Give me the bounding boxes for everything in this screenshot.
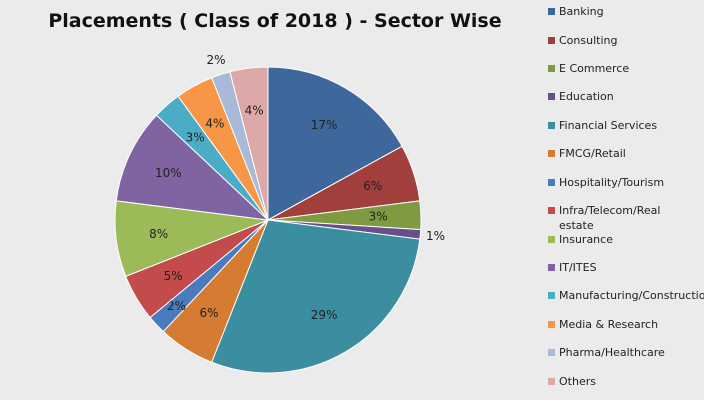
data-label: 8%	[149, 227, 168, 241]
legend-label: Insurance	[559, 233, 613, 246]
legend-swatch	[548, 207, 555, 214]
legend-swatch	[548, 150, 555, 157]
legend-swatch	[548, 236, 555, 243]
pie-slice-banking	[267, 66, 403, 221]
legend-item: Education	[548, 89, 698, 104]
legend-label: Banking	[559, 5, 604, 18]
legend-swatch	[548, 37, 555, 44]
legend-label: Infra/Telecom/Real estate	[559, 204, 661, 232]
legend-item: Consulting	[548, 33, 698, 48]
legend-label: Pharma/Healthcare	[559, 346, 665, 359]
legend-swatch	[548, 264, 555, 271]
legend-item: Manufacturing/Construction	[548, 288, 704, 303]
legend-swatch	[548, 321, 555, 328]
legend-item: Media & Research	[548, 317, 698, 332]
pie-slice-others	[229, 66, 269, 221]
chart-title: Placements ( Class of 2018 ) - Sector Wi…	[48, 10, 502, 32]
data-label: 3%	[369, 210, 388, 224]
legend-item: IT/ITES	[548, 260, 698, 275]
legend-item: Banking	[548, 4, 698, 19]
data-label: 4%	[245, 104, 264, 118]
data-label: 10%	[155, 166, 182, 180]
legend-swatch	[548, 122, 555, 129]
data-label: 2%	[206, 53, 225, 67]
data-label: 6%	[363, 179, 382, 193]
legend-swatch	[548, 8, 555, 15]
legend-item: Insurance	[548, 232, 698, 247]
data-label: 6%	[199, 306, 218, 320]
legend-label: Consulting	[559, 34, 618, 47]
legend-label: Manufacturing/Construction	[559, 289, 704, 302]
data-label: 1%	[426, 229, 445, 243]
legend-swatch	[548, 93, 555, 100]
legend-item: Infra/Telecom/Real estate	[548, 203, 698, 233]
legend-label: FMCG/Retail	[559, 147, 626, 160]
data-label: 29%	[311, 308, 338, 322]
data-label: 4%	[205, 116, 224, 130]
legend-swatch	[548, 349, 555, 356]
legend-item: Financial Services	[548, 118, 698, 133]
pie-slice-it-ites	[115, 114, 270, 221]
legend-item: Others	[548, 374, 698, 389]
legend-swatch	[548, 65, 555, 72]
legend-label: Media & Research	[559, 318, 659, 331]
legend-label: Financial Services	[559, 119, 658, 132]
legend-label: E Commerce	[559, 62, 630, 75]
legend-label: Hospitality/Tourism	[559, 176, 665, 189]
pie-chart: 17%6%3%1%29%6%2%5%8%10%3%4%2%4%	[114, 53, 445, 374]
data-label: 5%	[164, 269, 183, 283]
legend-item: Pharma/Healthcare	[548, 345, 698, 360]
legend-item: Hospitality/Tourism	[548, 175, 698, 190]
data-label: 3%	[186, 130, 205, 144]
legend-label: Others	[559, 375, 596, 388]
legend-label: IT/ITES	[559, 261, 597, 274]
legend-label: Education	[559, 90, 614, 103]
pie-slice-financial-services	[211, 219, 421, 374]
data-label: 2%	[167, 299, 186, 313]
data-label: 17%	[311, 118, 338, 132]
legend-item: E Commerce	[548, 61, 698, 76]
legend-swatch	[548, 292, 555, 299]
legend-swatch	[548, 179, 555, 186]
legend-swatch	[548, 378, 555, 385]
legend-item: FMCG/Retail	[548, 146, 698, 161]
